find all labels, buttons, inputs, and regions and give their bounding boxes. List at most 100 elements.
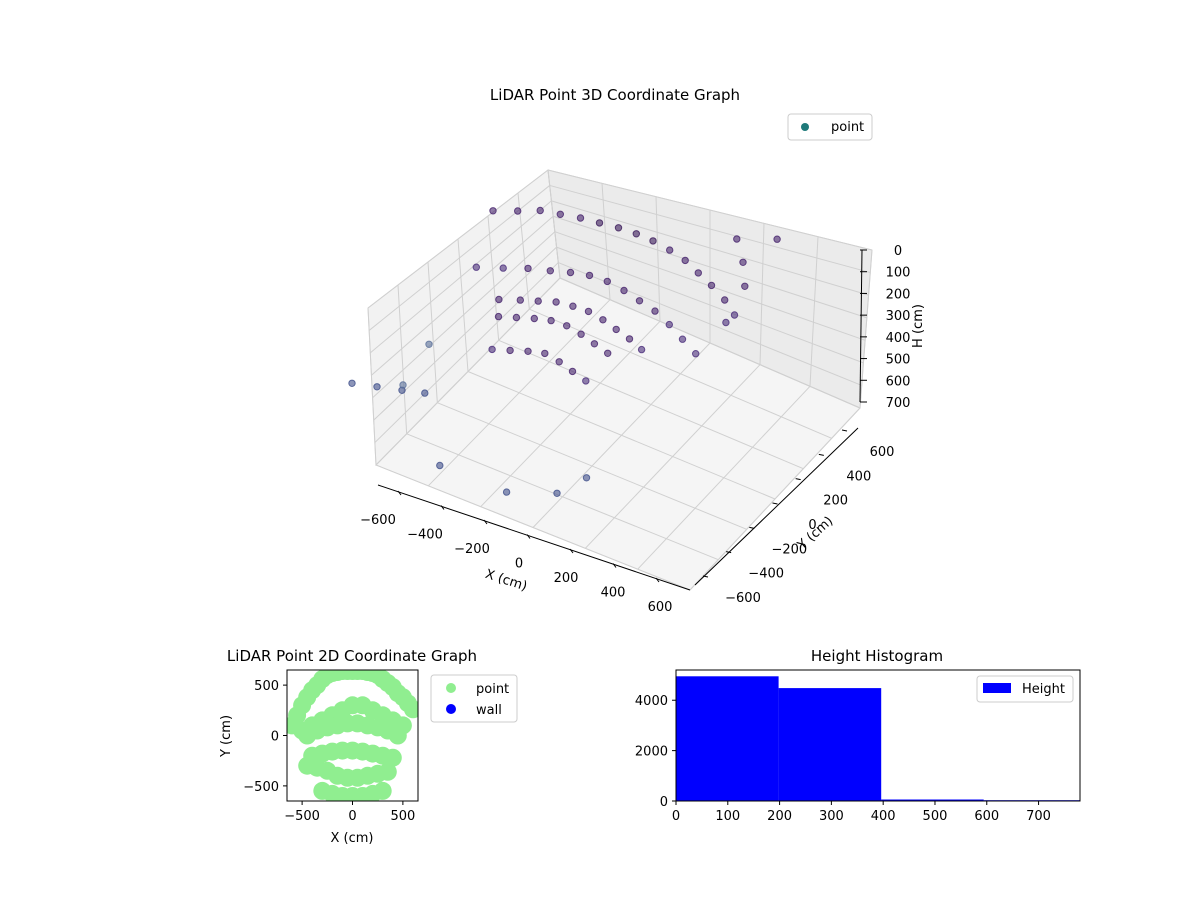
point-3d bbox=[524, 264, 532, 273]
grid-line bbox=[367, 169, 549, 309]
x-tick-3d bbox=[483, 519, 488, 525]
point-3d bbox=[590, 340, 599, 348]
point-3d bbox=[739, 258, 747, 266]
z-tick-label-3d: 200 bbox=[886, 287, 911, 302]
grid-line bbox=[549, 184, 871, 274]
point-3d bbox=[773, 235, 781, 243]
grid-line bbox=[759, 223, 765, 365]
x-tick-3d bbox=[612, 563, 617, 568]
z-tick-label-3d: 400 bbox=[886, 331, 911, 346]
point-3d bbox=[678, 335, 687, 343]
grid-line bbox=[374, 262, 559, 443]
point-3d bbox=[489, 207, 497, 215]
histogram-bar bbox=[881, 799, 984, 801]
grid-line bbox=[689, 407, 861, 591]
point-3d bbox=[514, 207, 522, 215]
grid-line bbox=[372, 231, 556, 399]
point-3d bbox=[614, 224, 623, 232]
point-3d bbox=[692, 350, 700, 358]
grid-line bbox=[371, 215, 554, 376]
point-3d bbox=[569, 302, 577, 310]
grid-line bbox=[547, 169, 873, 251]
plot-2d: LiDAR Point 2D Coordinate Graph −500 0 500… bbox=[219, 647, 518, 846]
point-3d bbox=[625, 335, 634, 343]
point-3d bbox=[582, 377, 590, 385]
legend-label-point-2d: point bbox=[476, 682, 509, 697]
grid-line bbox=[559, 277, 861, 409]
y-tick-label-3d: −200 bbox=[771, 542, 807, 557]
plot-3d: LiDAR Point 3D Coordinate Graph −600 −400… bbox=[348, 86, 926, 615]
x-tick-label-2d: 0 bbox=[348, 809, 356, 824]
point-3d bbox=[552, 298, 560, 306]
points-2d bbox=[287, 670, 418, 801]
point-3d bbox=[524, 347, 532, 355]
point-3d bbox=[707, 281, 716, 290]
z-tick-label-3d: 100 bbox=[886, 266, 911, 281]
point-3d bbox=[649, 237, 657, 245]
point-3d bbox=[547, 316, 555, 325]
legend-label-height: Height bbox=[1022, 682, 1065, 697]
point-3d bbox=[425, 340, 433, 348]
point-3d bbox=[373, 383, 381, 391]
point-3d bbox=[584, 307, 593, 316]
grid-line bbox=[655, 196, 661, 322]
z-axis-line-3d bbox=[859, 249, 863, 403]
y-tick-3d bbox=[702, 575, 709, 578]
x-tick-label-histogram: 600 bbox=[974, 809, 999, 824]
x-tick-label-3d: −600 bbox=[360, 513, 396, 528]
y-tick-label-3d: 400 bbox=[846, 469, 871, 484]
grid-line bbox=[367, 307, 377, 466]
x-tick-label-3d: −400 bbox=[407, 528, 443, 543]
point-3d bbox=[741, 282, 749, 290]
point-3d bbox=[721, 296, 729, 304]
point-2d bbox=[373, 781, 392, 800]
x-axis-label-2d: X (cm) bbox=[331, 831, 374, 846]
grid-line bbox=[547, 169, 561, 279]
point-3d bbox=[733, 235, 741, 243]
point-3d bbox=[681, 256, 689, 265]
z-tick-label-3d: 700 bbox=[886, 396, 911, 411]
plot-area-histogram bbox=[675, 669, 1081, 802]
point-3d bbox=[553, 489, 561, 497]
legend-box-histogram bbox=[976, 675, 1074, 703]
point-2d bbox=[388, 726, 407, 745]
x-tick-3d bbox=[655, 577, 660, 583]
point-3d bbox=[495, 295, 503, 304]
plot-histogram: Height Histogram 0 100 200 300 400 500 600 7000… bbox=[635, 647, 1081, 824]
x-tick-3d bbox=[526, 534, 531, 539]
chart-title-3d: LiDAR Point 3D Coordinate Graph bbox=[490, 86, 740, 104]
point-3d bbox=[541, 349, 549, 358]
points-2d-inner bbox=[287, 670, 418, 801]
point-3d bbox=[556, 210, 564, 219]
z-tick-label-3d: 600 bbox=[886, 374, 911, 389]
legend-marker-height bbox=[983, 683, 1011, 693]
histogram-bar bbox=[778, 688, 882, 801]
point-3d bbox=[502, 488, 511, 496]
point-3d bbox=[488, 345, 496, 354]
point-3d bbox=[730, 311, 739, 319]
point-3d bbox=[577, 330, 585, 338]
grid-line bbox=[552, 215, 868, 319]
point-3d bbox=[637, 345, 646, 354]
histogram-bars bbox=[676, 676, 1080, 802]
point-3d bbox=[651, 307, 659, 315]
point-3d bbox=[512, 313, 521, 322]
x-tick-label-3d: 200 bbox=[554, 571, 579, 586]
point-3d bbox=[563, 322, 571, 330]
y-tick-3d bbox=[726, 551, 732, 554]
point-3d bbox=[568, 367, 577, 376]
histogram-ticks: 0 100 200 300 400 500 600 700 0 2000 4000 bbox=[635, 694, 1051, 824]
point-3d bbox=[436, 461, 444, 470]
ticks-2d: −500 0 500 −500 0 500 bbox=[243, 679, 415, 824]
y-tick-label-2d: −500 bbox=[243, 780, 279, 795]
point-3d bbox=[665, 320, 673, 329]
z-ticks-3d: 0 100 200 300 400 500 600 700 bbox=[860, 244, 910, 411]
x-tick-label-3d: −200 bbox=[454, 542, 490, 557]
z-tick-label-3d: 500 bbox=[886, 353, 911, 368]
point-3d bbox=[499, 264, 507, 272]
point-3d bbox=[632, 230, 640, 238]
y-tick-label-3d: −400 bbox=[748, 567, 784, 582]
y-tick-label-histogram: 4000 bbox=[635, 694, 668, 709]
grid-line bbox=[397, 284, 408, 434]
